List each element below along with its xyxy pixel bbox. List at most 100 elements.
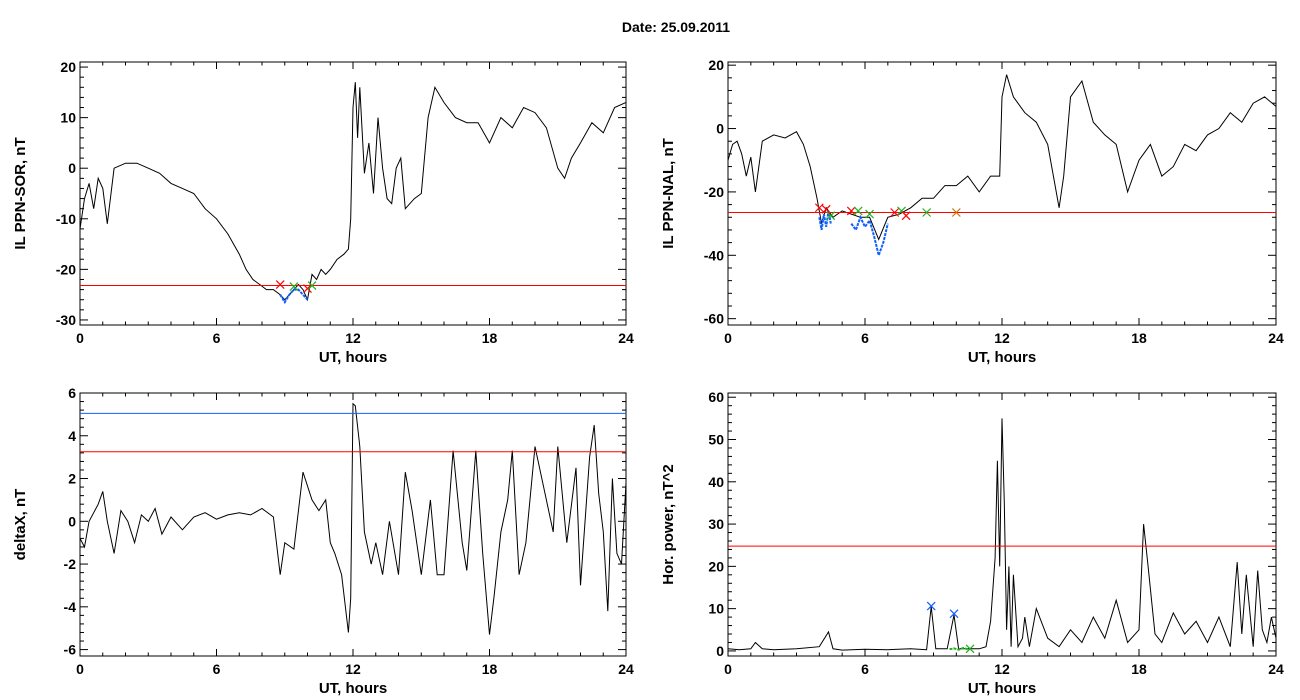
y-tick-label: 60 xyxy=(708,389,724,405)
y-tick-label: -10 xyxy=(56,211,76,227)
marker-stroke xyxy=(926,601,936,611)
highlight-segment xyxy=(279,288,309,305)
x-marker xyxy=(965,644,975,654)
highlight-segment xyxy=(850,214,889,259)
x-tick-label: 0 xyxy=(76,330,84,346)
marker-stroke xyxy=(821,204,831,214)
y-tick-label: 0 xyxy=(68,513,76,529)
y-tick-label: -60 xyxy=(704,311,724,327)
y-tick-label: -20 xyxy=(704,184,724,200)
x-marker xyxy=(846,206,856,216)
plot-area xyxy=(728,418,1276,654)
marker-stroke xyxy=(853,206,863,216)
x-tick-label: 18 xyxy=(482,661,498,677)
marker-stroke xyxy=(826,211,836,221)
y-tick-label: 20 xyxy=(708,558,724,574)
y-tick-label: 0 xyxy=(716,643,724,659)
y-axis-label: deltaX, nT xyxy=(12,489,29,561)
highlight-segment xyxy=(949,646,969,651)
x-tick-label: 0 xyxy=(724,661,732,677)
x-marker xyxy=(853,206,863,216)
x-marker xyxy=(814,203,824,213)
y-tick-label: -20 xyxy=(56,261,76,277)
y-tick-label: 2 xyxy=(68,471,76,487)
y-tick-label: 30 xyxy=(708,516,724,532)
plot-area xyxy=(80,82,626,305)
x-tick-label: 6 xyxy=(861,330,869,346)
x-tick-label: 12 xyxy=(345,661,361,677)
marker-stroke xyxy=(814,203,824,213)
y-tick-label: 0 xyxy=(716,121,724,137)
data-series-line xyxy=(80,402,626,635)
y-tick-label: 50 xyxy=(708,432,724,448)
x-tick-label: 12 xyxy=(345,330,361,346)
x-tick-label: 18 xyxy=(1131,330,1147,346)
marker-stroke xyxy=(951,208,961,217)
x-tick-label: 18 xyxy=(1131,661,1147,677)
x-tick-label: 6 xyxy=(213,661,221,677)
x-marker xyxy=(826,211,836,221)
panel-1: 0 6 12 18 24 -30 -20 -10 0 10 20 UT, hours IL PPN-SO… xyxy=(12,59,634,366)
x-marker xyxy=(865,209,874,219)
highlight-segment xyxy=(818,210,832,231)
x-tick-label: 24 xyxy=(618,661,634,677)
marker-stroke xyxy=(846,206,856,216)
y-tick-label: 4 xyxy=(68,428,76,444)
marker-stroke xyxy=(275,280,285,289)
marker-stroke xyxy=(949,609,959,619)
marker-stroke xyxy=(922,208,932,217)
x-marker xyxy=(949,609,959,619)
x-marker xyxy=(901,211,911,221)
x-marker xyxy=(890,208,900,217)
x-marker xyxy=(303,284,312,294)
y-tick-label: -40 xyxy=(704,247,724,263)
plot-area xyxy=(80,402,626,635)
plot-area xyxy=(728,74,1276,259)
marker-stroke xyxy=(303,284,312,294)
y-tick-label: 40 xyxy=(708,474,724,490)
x-marker xyxy=(275,280,285,289)
data-series-line xyxy=(728,418,1276,651)
x-tick-label: 0 xyxy=(76,661,84,677)
data-series-line xyxy=(728,74,1276,241)
x-marker xyxy=(821,204,831,214)
y-axis-label: IL PPN-SOR, nT xyxy=(12,137,29,249)
y-axis-label: IL PPN-NAL, nT xyxy=(660,138,677,249)
y-tick-label: -2 xyxy=(64,556,77,572)
figure-title: Date: 25.09.2011 xyxy=(621,19,731,35)
y-axis-label: Hor. power, nT^2 xyxy=(660,464,677,584)
x-tick-label: 6 xyxy=(213,330,221,346)
y-tick-label: 0 xyxy=(68,160,76,176)
x-axis-label: UT, hours xyxy=(319,680,387,697)
marker-stroke xyxy=(289,282,299,291)
y-tick-label: 10 xyxy=(60,110,76,126)
marker-stroke xyxy=(307,281,317,290)
marker-stroke xyxy=(897,206,906,216)
x-marker xyxy=(951,208,961,217)
y-tick-label: 20 xyxy=(708,57,724,73)
x-tick-label: 24 xyxy=(1268,330,1284,346)
x-axis-label: UT, hours xyxy=(968,349,1036,366)
x-tick-label: 6 xyxy=(861,661,869,677)
x-marker xyxy=(307,281,317,290)
data-series-line xyxy=(80,82,626,302)
x-tick-label: 18 xyxy=(482,330,498,346)
marker-stroke xyxy=(865,209,874,219)
x-marker xyxy=(289,282,299,291)
x-tick-label: 0 xyxy=(724,330,732,346)
marker-stroke xyxy=(890,208,900,217)
panel-4: 0 6 12 18 24 0 10 20 30 40 50 60 UT, hours Hor. power… xyxy=(660,389,1284,697)
x-marker xyxy=(922,208,932,217)
x-tick-label: 24 xyxy=(618,330,634,346)
x-axis-label: UT, hours xyxy=(319,349,387,366)
y-tick-label: 20 xyxy=(60,59,76,75)
x-tick-label: 12 xyxy=(994,661,1010,677)
marker-stroke xyxy=(901,211,911,221)
x-marker xyxy=(926,601,936,611)
y-tick-label: 10 xyxy=(708,601,724,617)
marker-stroke xyxy=(965,644,975,654)
panel-2: 0 6 12 18 24 -60 -40 -20 0 20 UT, hours IL PPN-NAL,… xyxy=(660,57,1284,366)
y-tick-label: 6 xyxy=(68,385,76,401)
